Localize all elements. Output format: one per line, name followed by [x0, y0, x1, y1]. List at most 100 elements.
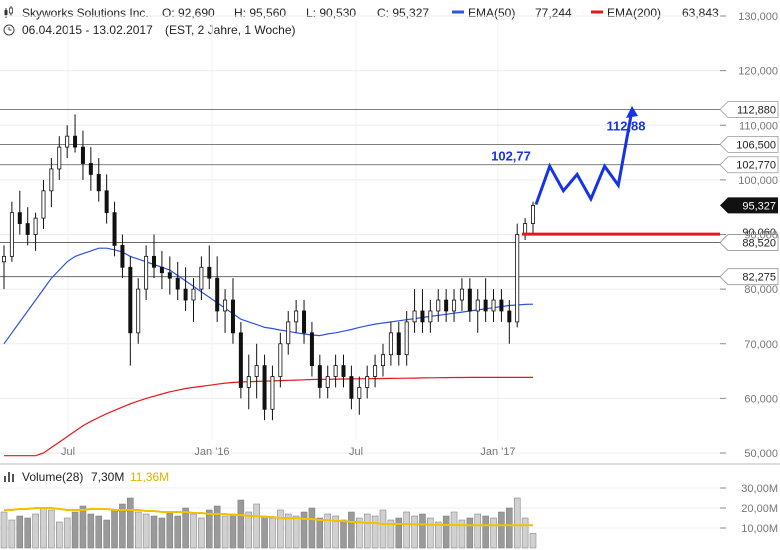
candle [57, 136, 62, 180]
candle-body [349, 376, 354, 399]
candle [254, 343, 259, 399]
candle [452, 289, 457, 322]
candle [531, 201, 536, 235]
volume-bar [277, 509, 284, 549]
candle-body [309, 332, 314, 367]
candle-body [475, 299, 480, 312]
candle [404, 310, 409, 366]
volume-bar [506, 507, 513, 549]
level-badge [719, 135, 779, 153]
volume-avg-value: 11,36M [130, 470, 169, 484]
candle [128, 256, 133, 366]
volume-bar [498, 511, 505, 549]
level-badge [719, 234, 779, 251]
price-tick-label: 70,000 [744, 339, 778, 351]
candle [388, 321, 393, 366]
volume-bar [521, 517, 529, 549]
candle-body [128, 266, 133, 334]
candle-body [144, 255, 149, 290]
volume-bar [419, 513, 426, 549]
volume-bar [119, 503, 126, 549]
price-tick-label: 120,000 [738, 66, 778, 78]
volume-bar [0, 511, 8, 549]
instrument-name: Skyworks Solutions Inc. [22, 6, 149, 20]
candle-body [191, 288, 196, 301]
candle [191, 278, 196, 322]
price-tick-label: 60,000 [744, 393, 778, 405]
candle [373, 354, 378, 388]
volume-bar [466, 517, 474, 549]
level-badge [719, 101, 779, 118]
volume-bar [63, 517, 71, 549]
level-label: 102,770 [736, 160, 776, 172]
volume-bar [435, 521, 442, 549]
volume-bar [190, 513, 197, 549]
candle [365, 365, 370, 399]
ema50-value: 77,244 [535, 6, 572, 20]
price-tick-label: 100,000 [738, 175, 778, 187]
volume-bar [221, 515, 229, 549]
volume-bar [237, 499, 245, 549]
candle-body [246, 376, 251, 388]
candle-body [88, 163, 93, 175]
volume-bar [340, 519, 347, 549]
volume-bar [371, 515, 379, 549]
volume-bar [166, 511, 174, 549]
volume-bar [48, 509, 55, 549]
projection-path [534, 109, 634, 206]
candle [286, 310, 291, 355]
candle-body [73, 135, 78, 148]
open-value: O: 92,690 [162, 6, 215, 20]
high-value: H: 95,560 [234, 6, 286, 20]
volume-bar [87, 513, 95, 549]
candle-body [317, 365, 322, 388]
candle-body [120, 245, 125, 268]
volume-bar [213, 505, 221, 549]
candle-body [152, 255, 157, 268]
candle [294, 300, 299, 333]
volume-bar [292, 515, 300, 549]
low-value: L: 90,530 [306, 6, 356, 20]
volume-bar [442, 515, 450, 549]
price-tick-label: 90,000 [744, 230, 778, 242]
candle [230, 278, 235, 344]
candle-body [223, 299, 228, 312]
level-label: 112,880 [737, 105, 776, 117]
level-label: 88,520 [742, 238, 776, 250]
volume-bar [387, 519, 395, 549]
candle [144, 245, 149, 301]
horizontal-levels: 112,880106,500102,77088,52082,27590,0608… [0, 101, 779, 286]
candle [262, 354, 267, 421]
level-badge [719, 268, 779, 286]
volume-bar [269, 517, 276, 549]
volume-tick-label: 30,00M [741, 483, 778, 495]
candle [223, 289, 228, 333]
volume-value: 7,30M [91, 470, 124, 484]
candle [215, 256, 220, 322]
candle-body [483, 299, 488, 312]
candle [80, 130, 85, 180]
price-axis: 50,000 60,000 70,000 80,000 90,000 100,000 110… [720, 11, 778, 460]
level-badge [719, 156, 779, 174]
candle [41, 179, 46, 230]
candle-body [333, 365, 338, 377]
volume-bar [395, 517, 403, 549]
current-price-label: 95,327 [742, 200, 776, 212]
price-tick-label: 130,000 [738, 11, 778, 23]
candle [167, 256, 172, 295]
volume-bar [529, 533, 537, 549]
candle [523, 218, 528, 240]
volume-bar [253, 503, 260, 549]
date-range: 06.04.2015 - 13.02.2017 [22, 23, 153, 37]
volume-bar [16, 515, 24, 549]
volume-bar [111, 509, 118, 549]
candle-body [396, 332, 401, 356]
volume-bar [300, 511, 308, 549]
candle [515, 223, 520, 328]
candle-body [499, 299, 504, 312]
volume-bar [348, 511, 355, 549]
candle-body [420, 310, 425, 323]
candle [475, 289, 480, 333]
candle [459, 278, 464, 311]
price-tick-label: 80,000 [744, 284, 778, 296]
